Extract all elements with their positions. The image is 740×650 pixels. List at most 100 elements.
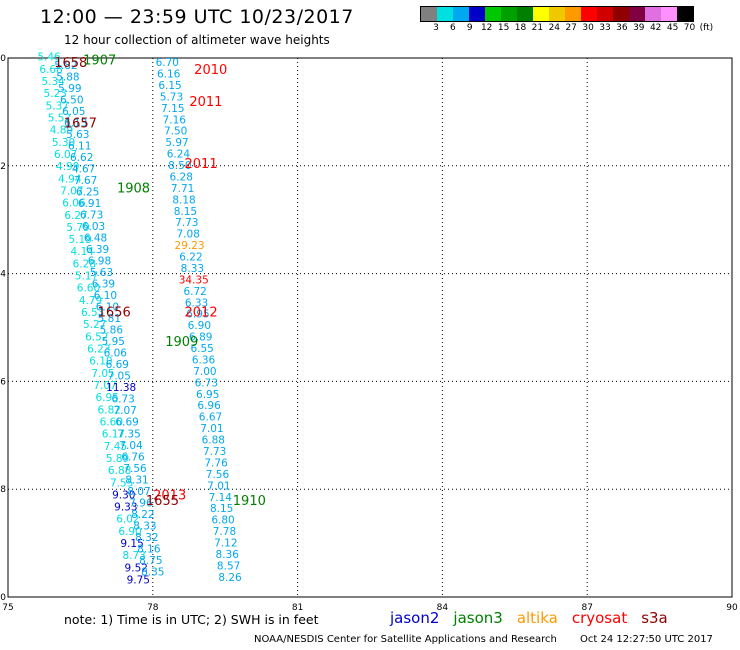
swh-value: 6.52 bbox=[85, 331, 108, 343]
swh-value: 7.07 bbox=[60, 185, 83, 197]
legend-label: 27 bbox=[565, 23, 577, 33]
map-frame bbox=[7, 57, 733, 598]
legend-label: 12 bbox=[480, 23, 493, 33]
swh-value: 7.05 bbox=[91, 368, 114, 380]
mission-label-altika: altika bbox=[516, 609, 558, 627]
swh-value: 6.73 bbox=[111, 394, 134, 406]
swh-value: 6.72 bbox=[183, 286, 206, 298]
swh-value: 5.27 bbox=[83, 319, 106, 331]
swh-value: 8.35 bbox=[141, 566, 164, 578]
swh-value: 7.14 bbox=[209, 492, 233, 504]
swh-value: 9.75 bbox=[127, 575, 150, 587]
swh-value: 8.15 bbox=[174, 206, 197, 218]
swh-value: 6.17 bbox=[102, 429, 125, 441]
swh-value: 5.17 bbox=[75, 271, 98, 283]
map-grid bbox=[7, 57, 733, 598]
swh-value: 6.90 bbox=[118, 526, 141, 538]
swh-value: 5.89 bbox=[106, 453, 129, 465]
swh-value: 6.80 bbox=[211, 515, 234, 527]
track-label: 1910 bbox=[233, 494, 266, 509]
legend-label: 21 bbox=[531, 23, 544, 33]
y-tick-label: -8 bbox=[0, 485, 6, 495]
swh-value: 7.76 bbox=[204, 457, 228, 469]
swh-value: 6.10 bbox=[94, 290, 117, 302]
swh-value: 6.02 bbox=[116, 514, 139, 526]
swh-value: 6.73 bbox=[195, 377, 218, 389]
swh-value: 6.39 bbox=[92, 279, 115, 291]
swh-value: 9.52 bbox=[125, 562, 148, 574]
swh-value: 7.55 bbox=[110, 477, 133, 489]
legend-label: 45 bbox=[666, 23, 679, 33]
swh-value: 6.48 bbox=[84, 233, 107, 245]
mission-label-jason3: jason3 bbox=[453, 609, 503, 627]
swh-value: 6.22 bbox=[179, 252, 202, 264]
swh-value: 5.52 bbox=[48, 112, 71, 124]
swh-value: 7.73 bbox=[175, 217, 198, 229]
swh-value: 6.60 bbox=[77, 283, 100, 295]
swh-value: 6.55 bbox=[190, 343, 213, 355]
legend-swatch bbox=[469, 7, 485, 21]
swh-value: 6.33 bbox=[185, 297, 208, 309]
swh-value: 8.31 bbox=[125, 474, 148, 486]
swh-value: 6.25 bbox=[76, 186, 99, 198]
swh-value: 6.76 bbox=[121, 451, 145, 463]
swh-value: 7.56 bbox=[206, 469, 230, 481]
swh-value: 5.63 bbox=[66, 129, 89, 141]
swh-value: 6.62 bbox=[70, 152, 93, 164]
legend-label: 42 bbox=[649, 23, 662, 33]
swh-value: 7.15 bbox=[161, 103, 184, 115]
swh-value: 6.07 bbox=[54, 149, 77, 161]
legend-label: 33 bbox=[599, 23, 611, 33]
swh-value: 8.32 bbox=[135, 532, 158, 544]
legend-label: 39 bbox=[633, 23, 645, 33]
swh-value: 7.56 bbox=[123, 463, 147, 475]
wave-height-tracks: 5.466.685.345.235.375.524.895.306.074.99… bbox=[37, 52, 242, 587]
swh-value: 4.79 bbox=[79, 295, 102, 307]
legend-swatch bbox=[597, 7, 613, 21]
mission-label-jason2: jason2 bbox=[390, 609, 440, 627]
swh-value: 7.71 bbox=[171, 183, 194, 195]
swh-value: 4.14 bbox=[71, 246, 95, 258]
track-label: 2011 bbox=[185, 157, 218, 172]
mission-legend: jason2 jason3 altika cryosat s3a bbox=[390, 609, 682, 627]
swh-value: 7.04 bbox=[119, 440, 143, 452]
swh-value: 7.16 bbox=[163, 114, 187, 126]
swh-value: 5.88 bbox=[56, 71, 79, 83]
legend-swatch bbox=[549, 7, 565, 21]
color-legend bbox=[420, 6, 694, 22]
legend-swatch bbox=[661, 7, 677, 21]
swh-value: 6.16 bbox=[157, 69, 181, 81]
x-tick-label: 87 bbox=[581, 603, 592, 613]
swh-value: 6.88 bbox=[202, 435, 225, 447]
track-label: 1655 bbox=[146, 494, 179, 509]
track-label: 2013 bbox=[153, 489, 186, 504]
swh-value: 9.15 bbox=[120, 538, 143, 550]
track-label: 1909 bbox=[165, 335, 198, 350]
swh-value: 6.90 bbox=[188, 320, 211, 332]
swh-value: 7.05 bbox=[108, 371, 131, 383]
legend-label: 70 bbox=[683, 23, 696, 33]
x-tick-label: 84 bbox=[437, 603, 449, 613]
swh-value: 7.78 bbox=[213, 526, 236, 538]
legend-label: 18 bbox=[514, 23, 527, 33]
swh-value: 7.01 bbox=[200, 423, 223, 435]
swh-value: 8.57 bbox=[217, 560, 240, 572]
swh-value: 6.05 bbox=[62, 106, 85, 118]
swh-value: 6.24 bbox=[167, 149, 191, 161]
legend-swatch bbox=[421, 7, 437, 21]
swh-value: 5.34 bbox=[41, 76, 65, 88]
swh-value: 6.98 bbox=[88, 256, 111, 268]
swh-value: 6.91 bbox=[78, 198, 101, 210]
swh-value: 5.95 bbox=[102, 336, 125, 348]
track-label: 2011 bbox=[189, 95, 222, 110]
track-label: 1656 bbox=[98, 305, 131, 320]
swh-value: 6.28 bbox=[73, 258, 96, 270]
swh-value: 9.30 bbox=[112, 489, 135, 501]
swh-value: 6.89 bbox=[189, 332, 212, 344]
swh-value: 8.22 bbox=[131, 509, 154, 521]
swh-value: 5.37 bbox=[46, 100, 69, 112]
swh-value: 8.33 bbox=[133, 520, 156, 532]
swh-value: 6.82 bbox=[98, 404, 121, 416]
legend-swatch bbox=[629, 7, 645, 21]
legend-swatch bbox=[517, 7, 533, 21]
